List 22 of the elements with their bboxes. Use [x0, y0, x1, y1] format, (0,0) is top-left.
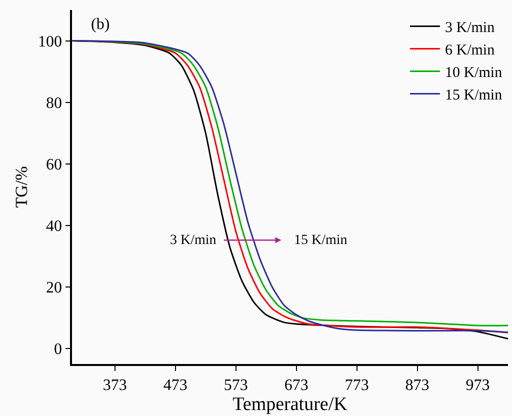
y-axis-title: TG/%	[12, 166, 32, 208]
x-tick-label: 773	[344, 376, 369, 394]
x-tick-label: 673	[284, 376, 308, 394]
annotation: (b)	[91, 16, 110, 33]
annotation: 3 K/min	[170, 233, 216, 248]
legend-label: 3 K/min	[445, 20, 496, 36]
annotation: 15 K/min	[294, 233, 348, 248]
x-tick-label: 373	[102, 376, 127, 394]
y-tick-label: 40	[46, 218, 62, 236]
legend-label: 15 K/min	[445, 88, 503, 104]
legend-label: 10 K/min	[445, 65, 503, 82]
y-tick-label: 80	[46, 94, 62, 112]
x-axis-title: Temperature/K	[232, 394, 348, 415]
y-tick-label: 100	[38, 33, 62, 50]
x-tick-label: 973	[466, 376, 490, 394]
x-tick-label: 573	[224, 376, 248, 394]
y-tick-label: 20	[46, 280, 62, 297]
x-tick-label: 473	[163, 376, 188, 394]
x-tick-label: 873	[405, 376, 430, 394]
y-tick-label: 0	[54, 341, 62, 358]
y-tick-label: 60	[46, 156, 62, 174]
legend-label: 6 K/min	[445, 42, 496, 59]
